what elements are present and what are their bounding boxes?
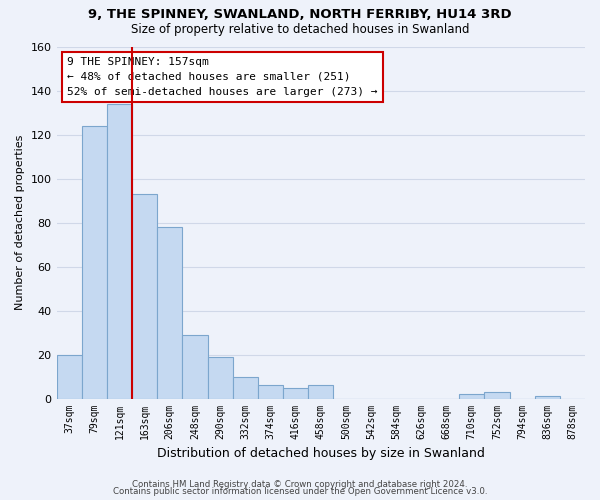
Y-axis label: Number of detached properties: Number of detached properties [15, 135, 25, 310]
Bar [308, 386, 334, 398]
Text: Size of property relative to detached houses in Swanland: Size of property relative to detached ho… [131, 22, 469, 36]
Bar [535, 396, 560, 398]
Bar [484, 392, 509, 398]
Bar [132, 194, 157, 398]
Bar [82, 126, 107, 398]
Bar [107, 104, 132, 399]
Bar [283, 388, 308, 398]
Text: Contains HM Land Registry data © Crown copyright and database right 2024.: Contains HM Land Registry data © Crown c… [132, 480, 468, 489]
Bar [258, 386, 283, 398]
Bar [208, 356, 233, 399]
Text: 9, THE SPINNEY, SWANLAND, NORTH FERRIBY, HU14 3RD: 9, THE SPINNEY, SWANLAND, NORTH FERRIBY,… [88, 8, 512, 20]
Bar [157, 227, 182, 398]
X-axis label: Distribution of detached houses by size in Swanland: Distribution of detached houses by size … [157, 447, 485, 460]
Text: Contains public sector information licensed under the Open Government Licence v3: Contains public sector information licen… [113, 488, 487, 496]
Bar [233, 376, 258, 398]
Bar [182, 334, 208, 398]
Bar [459, 394, 484, 398]
Text: 9 THE SPINNEY: 157sqm
← 48% of detached houses are smaller (251)
52% of semi-det: 9 THE SPINNEY: 157sqm ← 48% of detached … [67, 57, 377, 96]
Bar [56, 354, 82, 399]
